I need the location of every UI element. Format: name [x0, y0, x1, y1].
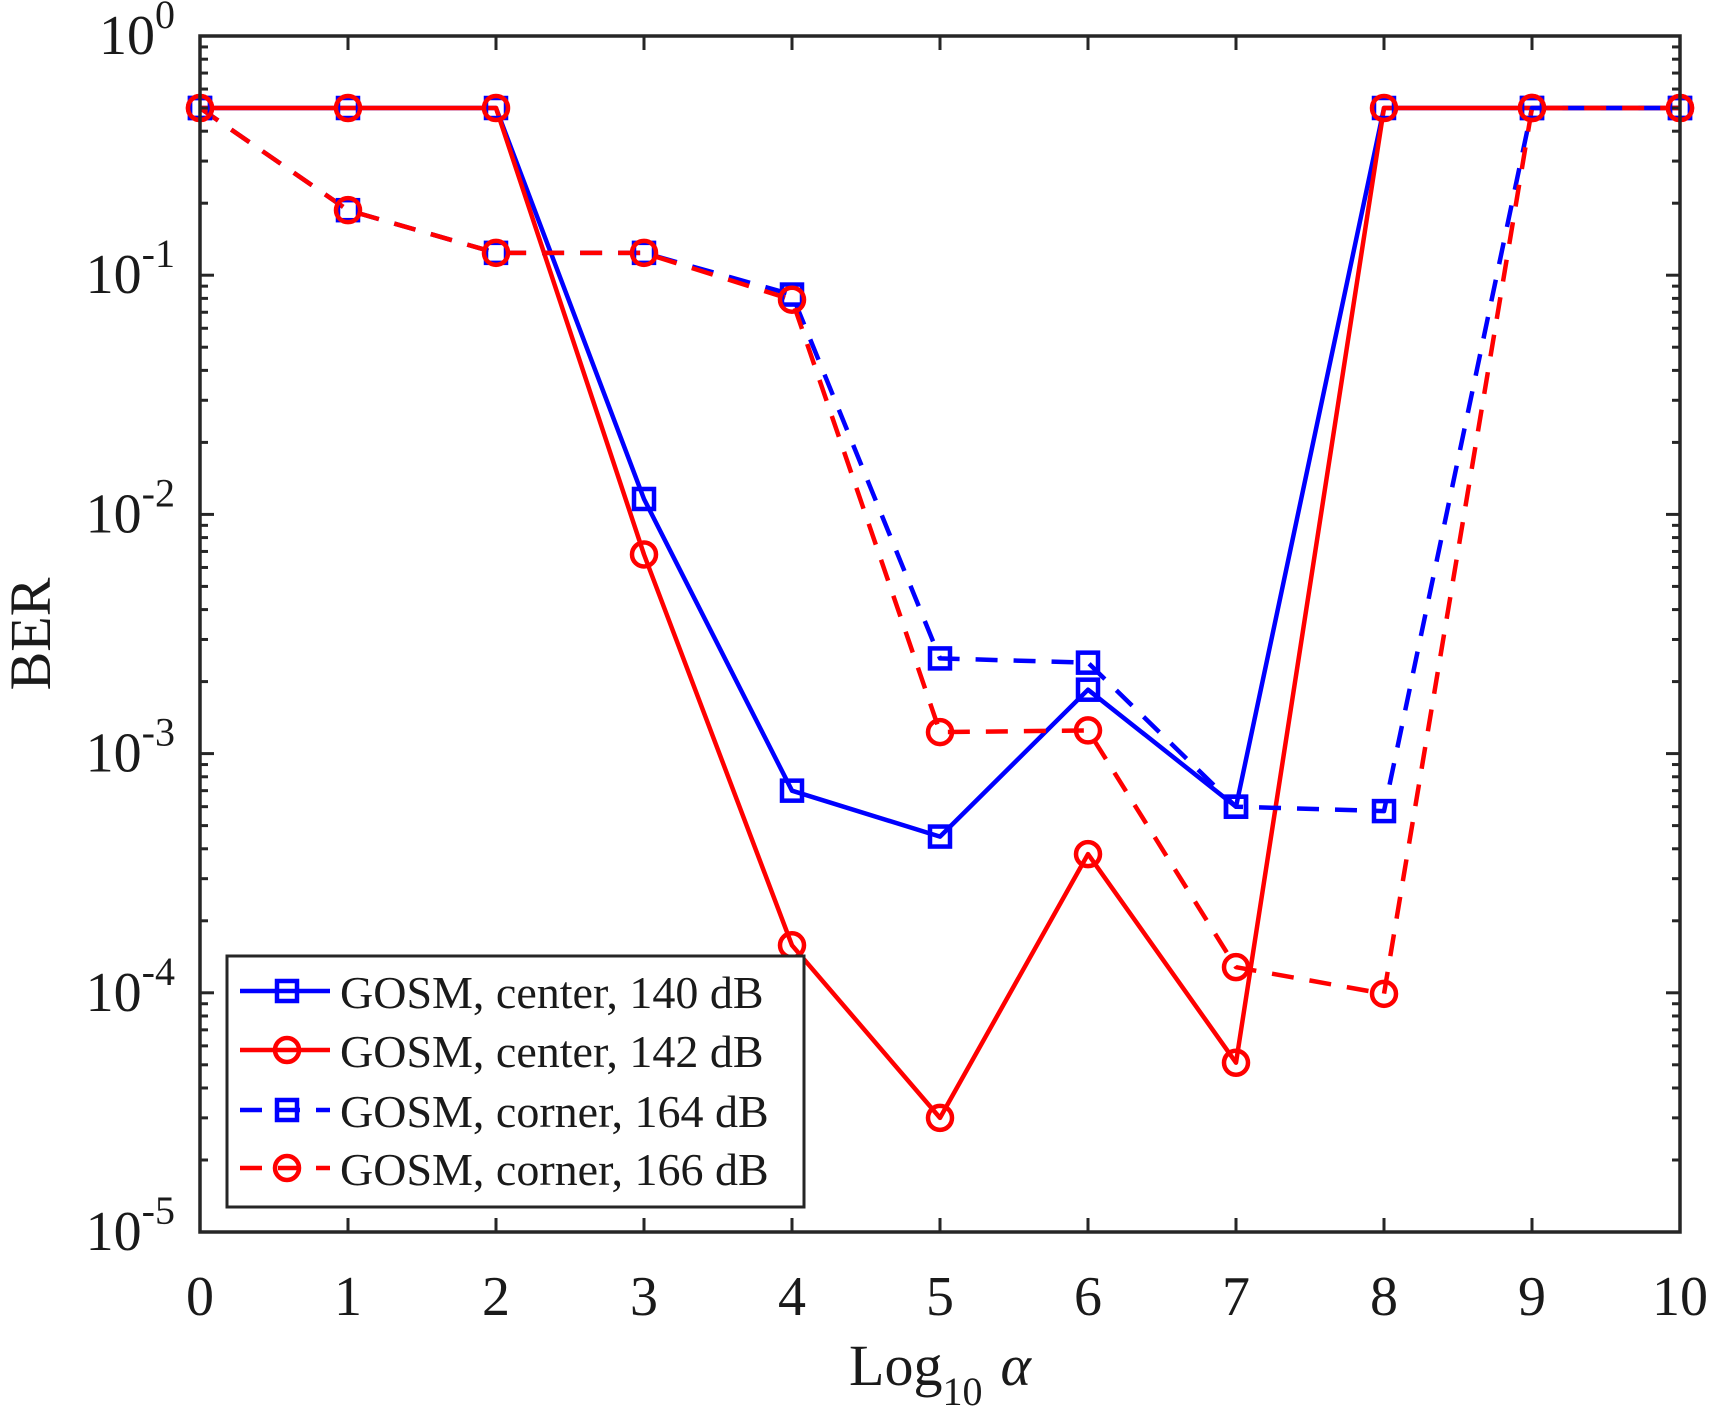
series-1-point-6	[1075, 677, 1101, 702]
legend-entry-1: GOSM, center, 140 dB	[240, 967, 764, 1018]
series-2-point-7	[1221, 1048, 1251, 1077]
y-tick-label-base: 10	[86, 244, 142, 306]
legend-entry-3: GOSM, corner, 164 dB	[240, 1086, 769, 1137]
x-axis-label-subscript: 10	[942, 1369, 982, 1414]
legend-label: GOSM, corner, 164 dB	[340, 1086, 769, 1137]
legend-marker-circle	[272, 1035, 302, 1065]
series-line-2	[200, 105, 1680, 1121]
y-tick-label: 10-1	[86, 231, 175, 306]
series-4-point-9	[1517, 93, 1547, 123]
series-4-point-6	[1073, 716, 1103, 745]
legend-marker-square	[274, 978, 300, 1004]
x-tick-label: 3	[630, 1266, 658, 1328]
series-2-point-1	[333, 93, 363, 123]
plot-markers	[185, 93, 1695, 1133]
axes	[198, 34, 1682, 1234]
x-tick-label: 8	[1370, 1266, 1398, 1328]
x-tick-label: 2	[482, 1266, 510, 1328]
y-tick-label-base: 10	[86, 723, 142, 785]
series-line-4	[198, 105, 1680, 997]
series-4-point-3	[629, 238, 659, 268]
series-4-point-5	[925, 717, 955, 747]
y-tick-label-base: 10	[99, 5, 155, 67]
series-1-point-5	[927, 824, 953, 849]
x-tick-labels: 0 1 2 3 4 5 6 7 8 9 10	[186, 1266, 1708, 1328]
series-4-point-2	[481, 238, 511, 268]
x-axis-label-symbol: α	[1000, 1333, 1032, 1398]
series-2-point-3	[629, 540, 659, 569]
legend-marker-circle	[272, 1153, 302, 1183]
series-4-point-7	[1221, 952, 1251, 982]
series-2-point-6	[1073, 839, 1103, 869]
y-axis-label: BER	[0, 577, 63, 690]
x-tick-label: 1	[334, 1266, 362, 1328]
y-tick-label: 10-4	[86, 949, 175, 1024]
legend-marker-square	[274, 1097, 300, 1123]
series-4-point-4	[777, 285, 807, 314]
y-tick-label-exponent: 0	[155, 0, 175, 37]
series-2-point-8	[1369, 93, 1399, 123]
series-2-point-5	[925, 1103, 955, 1133]
y-tick-label-exponent: -4	[142, 949, 175, 994]
y-tick-label: 100	[99, 0, 175, 67]
y-tick-label-exponent: -3	[142, 710, 175, 755]
series-3-point-5	[927, 646, 953, 671]
series-3-point-8	[1371, 798, 1397, 824]
series-2-point-2	[481, 93, 511, 123]
y-tick-label: 10-5	[86, 1188, 175, 1263]
x-tick-label: 0	[186, 1266, 214, 1328]
x-tick-label: 5	[926, 1266, 954, 1328]
x-tick-label: 6	[1074, 1266, 1102, 1328]
legend-label: GOSM, center, 142 dB	[340, 1026, 764, 1077]
x-tick-label: 4	[778, 1266, 806, 1328]
series-3-point-7	[1223, 794, 1249, 819]
y-tick-label-base: 10	[86, 483, 142, 545]
x-tick-label: 10	[1652, 1266, 1708, 1328]
y-tick-label-exponent: -1	[142, 231, 175, 276]
series-4-point-1	[333, 195, 363, 225]
y-tick-label-exponent: -2	[142, 470, 175, 515]
legend-box	[225, 954, 806, 1209]
plot-lines	[198, 105, 1680, 1121]
x-tick-label: 7	[1222, 1266, 1250, 1328]
x-tick-label: 9	[1518, 1266, 1546, 1328]
series-4-point-8	[1369, 979, 1399, 1009]
series-3-point-6	[1075, 650, 1101, 675]
legend: GOSM, center, 140 dB GOSM, center, 142 dB…	[225, 954, 806, 1209]
legend-label: GOSM, center, 140 dB	[340, 967, 764, 1018]
y-tick-label: 10-3	[86, 710, 175, 785]
x-axis-label: Log10 α	[849, 1333, 1032, 1414]
x-axis-label-main: Log	[849, 1333, 942, 1398]
legend-entry-2: GOSM, center, 142 dB	[240, 1026, 764, 1077]
series-1-point-3	[631, 486, 657, 512]
y-tick-label-exponent: -5	[142, 1188, 175, 1233]
y-tick-label-base: 10	[86, 962, 142, 1024]
y-tick-label: 10-2	[86, 470, 175, 545]
legend-entry-4: GOSM, corner, 166 dB	[240, 1144, 769, 1195]
series-1-point-4	[779, 778, 805, 803]
legend-label: GOSM, corner, 166 dB	[340, 1144, 769, 1195]
y-tick-label-base: 10	[86, 1201, 142, 1263]
